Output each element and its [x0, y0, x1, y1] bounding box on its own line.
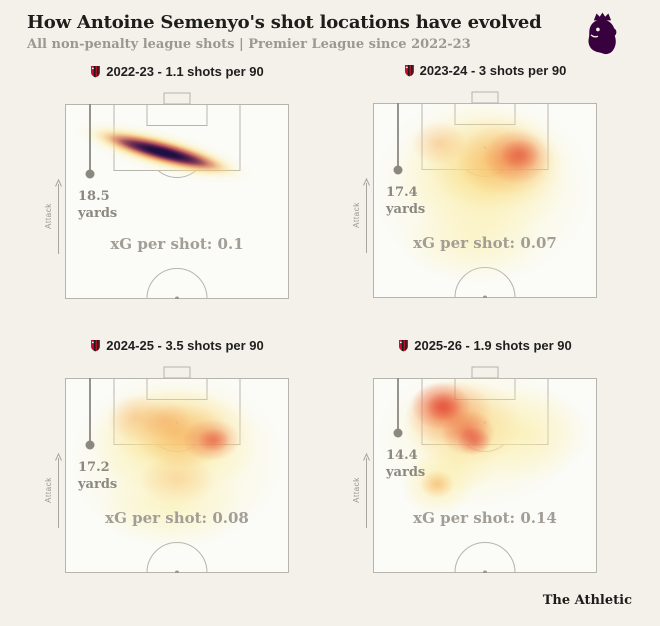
panel-title: 2025-26 - 1.9 shots per 90 — [373, 336, 597, 356]
page-title: How Antoine Semenyo's shot locations hav… — [27, 12, 542, 33]
heat-blob — [107, 394, 167, 442]
distance-marker-and-attack-arrow: Attack — [44, 104, 95, 254]
panel-title-text: 2025-26 - 1.9 shots per 90 — [414, 338, 572, 353]
avg-distance-label: 14.4 yards — [386, 447, 425, 481]
avg-distance-unit: yards — [78, 477, 118, 492]
pitch-2024-25: Attack 17.2 yards xG per shot: 0.08 — [25, 366, 289, 573]
season-panel-2024-25: 2024-25 - 3.5 shots per 90 Attack 17.2 y… — [25, 336, 289, 573]
shot-heatmap — [373, 378, 597, 573]
heat-blob — [411, 121, 467, 165]
bournemouth-crest-icon — [404, 64, 415, 77]
avg-distance-value: 14.4 — [386, 448, 418, 463]
panel-title-text: 2024-25 - 3.5 shots per 90 — [106, 338, 264, 353]
the-athletic-wordmark: The Athletic — [542, 593, 632, 608]
xg-per-shot-label: xG per shot: 0.07 — [413, 234, 557, 252]
heat-blob — [426, 392, 462, 422]
heat-blob — [457, 427, 491, 455]
panel-title: 2024-25 - 3.5 shots per 90 — [65, 336, 289, 356]
page-subtitle: All non-penalty league shots | Premier L… — [27, 37, 471, 52]
avg-distance-unit: yards — [386, 202, 426, 217]
season-panel-2023-24: 2023-24 - 3 shots per 90 Attack 17.4 yar… — [333, 61, 597, 298]
distance-marker-and-attack-arrow: Attack — [352, 103, 403, 253]
panel-title: 2023-24 - 3 shots per 90 — [373, 61, 597, 81]
avg-distance-label: 17.4 yards — [386, 184, 425, 218]
bournemouth-crest-icon — [398, 339, 409, 352]
heat-blob — [198, 428, 230, 452]
avg-distance-unit: yards — [386, 465, 426, 480]
avg-distance-value: 18.5 — [78, 189, 110, 204]
xg-per-shot-label: xG per shot: 0.14 — [413, 509, 557, 527]
shot-heatmap — [65, 378, 289, 573]
shot-heatmap — [373, 103, 597, 298]
pitch-2022-23: Attack 18.5 yards xG per shot: 0.1 — [25, 92, 289, 299]
xg-per-shot-label: xG per shot: 0.1 — [110, 235, 244, 253]
season-panel-2022-23: 2022-23 - 1.1 shots per 90 Attack 18.5 y… — [25, 62, 289, 299]
panel-title-text: 2022-23 - 1.1 shots per 90 — [106, 64, 264, 79]
panel-title-text: 2023-24 - 3 shots per 90 — [419, 63, 567, 78]
heat-blob — [139, 400, 191, 440]
heat-blob — [94, 466, 246, 546]
bournemouth-crest-icon — [90, 65, 101, 78]
season-panel-2025-26: 2025-26 - 1.9 shots per 90 Attack 14.4 y… — [333, 336, 597, 573]
heat-blob — [182, 419, 240, 461]
svg-text:Attack: Attack — [352, 202, 361, 228]
pitch-2023-24: Attack 17.4 yards xG per shot: 0.07 — [333, 91, 597, 298]
avg-distance-label: 17.2 yards — [78, 459, 117, 493]
avg-distance-value: 17.2 — [78, 460, 110, 475]
premier-league-logo-icon — [582, 10, 622, 62]
pitch-2025-26: Attack 14.4 yards xG per shot: 0.14 — [333, 366, 597, 573]
panel-title: 2022-23 - 1.1 shots per 90 — [65, 62, 289, 82]
xg-per-shot-label: xG per shot: 0.08 — [105, 509, 249, 527]
avg-distance-value: 17.4 — [386, 185, 418, 200]
heat-blob — [420, 470, 454, 498]
heat-blob — [139, 454, 215, 506]
heat-blob — [401, 201, 545, 281]
svg-text:Attack: Attack — [44, 203, 53, 229]
avg-distance-unit: yards — [78, 206, 118, 221]
heat-blob — [500, 139, 540, 171]
bournemouth-crest-icon — [90, 339, 101, 352]
svg-text:Attack: Attack — [44, 477, 53, 503]
svg-text:Attack: Attack — [352, 477, 361, 503]
avg-distance-label: 18.5 yards — [78, 188, 117, 222]
distance-marker-and-attack-arrow: Attack — [44, 378, 95, 528]
distance-marker-and-attack-arrow: Attack — [352, 378, 403, 528]
